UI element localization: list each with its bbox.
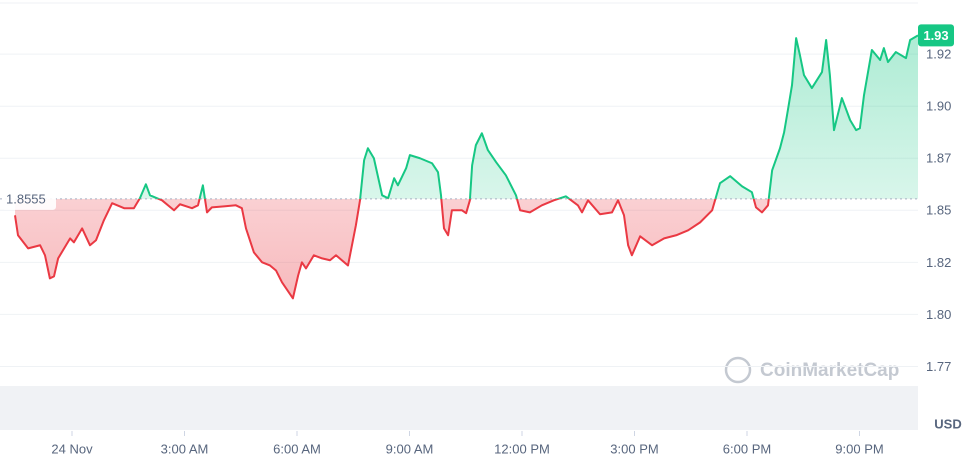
y-tick-label: 1.85 [926, 203, 951, 218]
baseline-label: 1.8555 [6, 191, 46, 206]
baseline-label-bg [2, 187, 56, 210]
y-tick-label: 1.87 [926, 151, 951, 166]
x-tick-label: 9:00 PM [835, 441, 883, 456]
y-tick-label: 1.90 [926, 99, 951, 114]
x-tick-label: 24 Nov [51, 441, 93, 456]
x-tick-label: 3:00 AM [161, 441, 209, 456]
y-tick-label: 1.82 [926, 255, 951, 270]
x-tick-label: 12:00 PM [494, 441, 550, 456]
area-up [15, 35, 918, 199]
y-tick-label: 1.92 [926, 47, 951, 62]
x-tick-label: 3:00 PM [610, 441, 658, 456]
y-tick-label: 1.77 [926, 359, 951, 374]
unit-label: USD [934, 416, 961, 431]
volume-band [0, 386, 918, 430]
price-line-up [138, 34, 919, 199]
x-tick-label: 6:00 PM [723, 441, 771, 456]
x-tick-label: 6:00 AM [273, 441, 321, 456]
price-tag: 1.93 [923, 28, 948, 43]
y-tick-label: 1.80 [926, 307, 951, 322]
watermark: CoinMarketCap [724, 356, 899, 384]
watermark-logo [724, 356, 752, 384]
price-line-down [14, 198, 770, 300]
price-tag-bg [918, 24, 954, 47]
area-down [15, 198, 769, 299]
watermark-text: CoinMarketCap [760, 360, 899, 381]
x-tick-label: 9:00 AM [386, 441, 434, 456]
